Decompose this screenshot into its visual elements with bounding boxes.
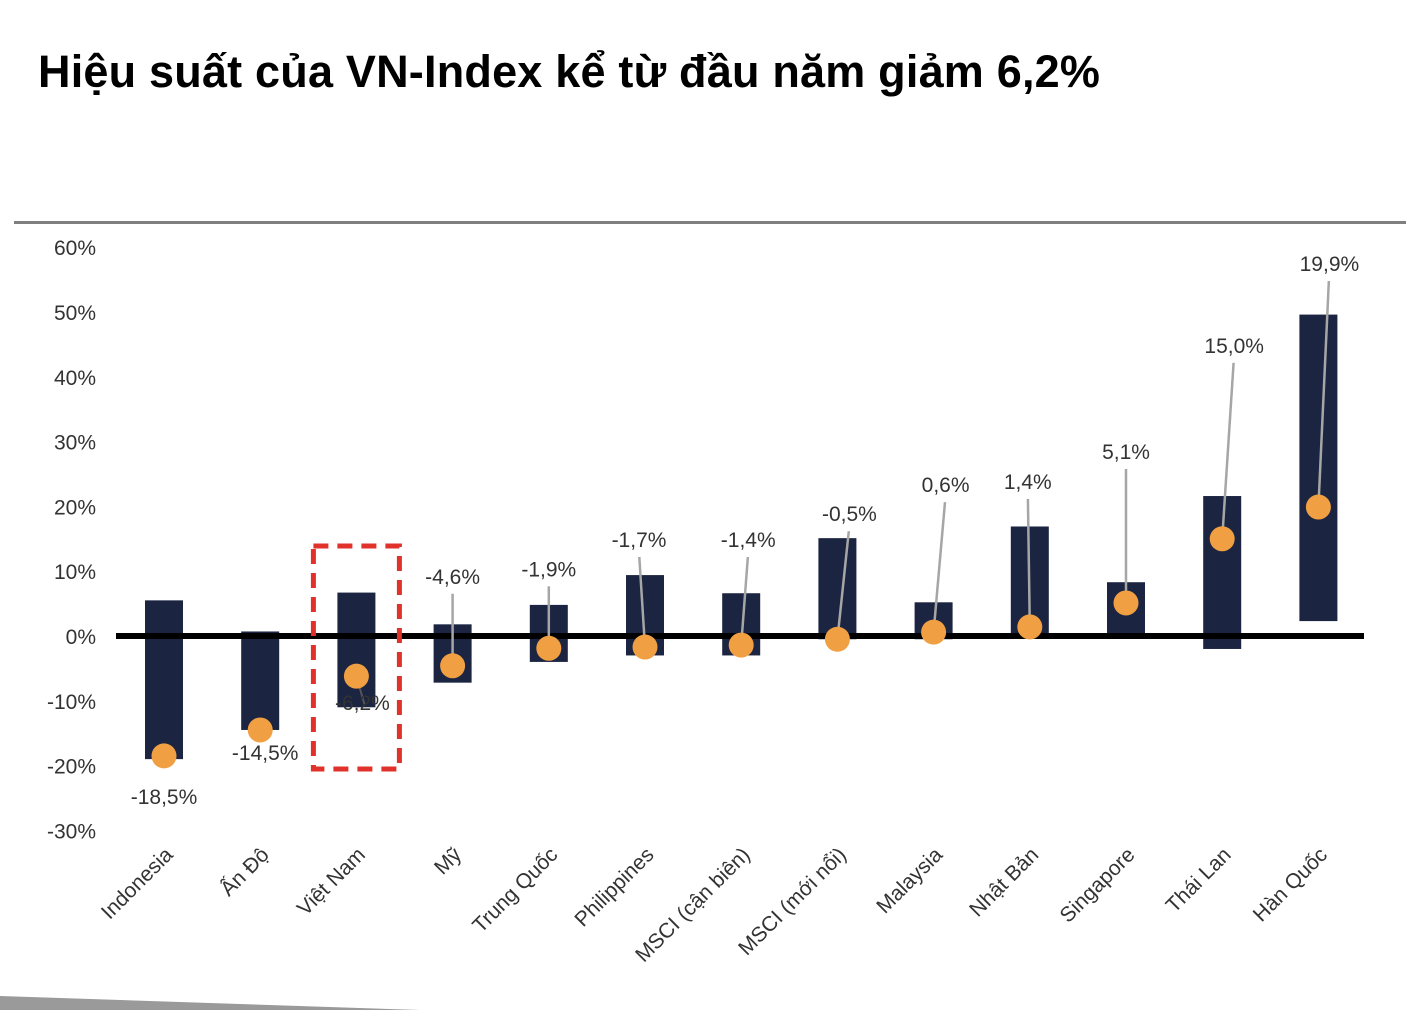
y-tick-label: 10% [54, 561, 96, 584]
data-label: 1,4% [1004, 471, 1052, 494]
highlight-box [310, 543, 402, 772]
bar [145, 600, 183, 760]
x-category-label: Trung Quốc [468, 843, 562, 937]
y-tick-label: -30% [47, 820, 96, 843]
data-label: -18,5% [131, 786, 198, 809]
data-point-marker [247, 717, 273, 743]
data-point-marker [1209, 526, 1235, 552]
x-category-label: Indonesia [97, 843, 178, 924]
y-tick-label: 60% [54, 237, 96, 260]
data-point-marker [728, 632, 754, 658]
data-label: -1,4% [721, 529, 776, 552]
y-tick-label: -20% [47, 756, 96, 779]
data-point-marker [536, 635, 562, 661]
data-label: -0,5% [822, 503, 877, 526]
x-category-label: Hàn Quốc [1249, 843, 1332, 926]
data-label: -1,9% [521, 558, 576, 581]
bar [1203, 496, 1242, 649]
data-label: -14,5% [232, 742, 299, 765]
slide-title: Hiệu suất của VN-Index kể từ đầu năm giả… [38, 46, 1101, 97]
y-tick-label: 40% [54, 367, 96, 390]
leader-line [739, 556, 750, 646]
bar [241, 631, 280, 730]
bar [818, 538, 857, 640]
leader-line [1220, 362, 1235, 539]
leader-line [836, 531, 851, 640]
leader-line [1317, 280, 1331, 508]
y-tick-label: 50% [54, 302, 96, 325]
x-category-label: Thái Lan [1162, 843, 1236, 917]
y-tick-label: 0% [66, 626, 96, 649]
data-point-marker [343, 663, 369, 689]
top-divider [14, 221, 1406, 224]
data-point-marker [1017, 614, 1043, 640]
data-point-marker [921, 619, 947, 645]
data-point-marker [1305, 494, 1331, 520]
y-tick-label: 30% [54, 432, 96, 455]
x-category-label: Malaysia [872, 843, 947, 918]
leader-line [638, 556, 647, 648]
y-tick-label: 20% [54, 496, 96, 519]
data-point-marker [632, 634, 658, 660]
leader-line [932, 502, 947, 633]
data-point-marker [824, 626, 850, 652]
x-category-label: Ấn Độ [216, 843, 274, 901]
data-label: -6,2% [335, 692, 390, 715]
data-label: 15,0% [1204, 335, 1264, 358]
leader-line [1026, 498, 1032, 627]
data-point-marker [440, 653, 466, 679]
x-category-label: Mỹ [430, 843, 466, 879]
data-label: 5,1% [1102, 441, 1150, 464]
x-category-label: Nhật Bản [965, 843, 1043, 921]
x-category-label: Singapore [1056, 843, 1140, 927]
data-label: 19,9% [1300, 253, 1360, 276]
x-category-label: Việt Nam [293, 843, 370, 920]
bar [1299, 314, 1338, 622]
y-tick-label: -10% [47, 691, 96, 714]
bar [337, 592, 376, 708]
data-label: -4,6% [425, 566, 480, 589]
data-label: 0,6% [922, 474, 970, 497]
data-point-marker [151, 743, 177, 769]
data-point-marker [1113, 590, 1139, 616]
data-label: -1,7% [612, 529, 667, 552]
x-category-label: Philippines [570, 843, 658, 931]
